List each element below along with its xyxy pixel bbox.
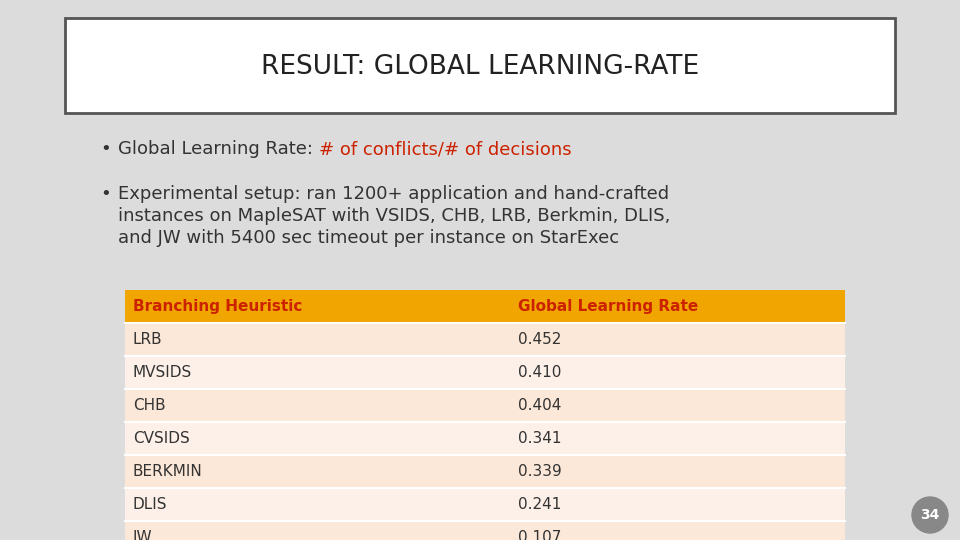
FancyBboxPatch shape [65, 18, 895, 113]
FancyBboxPatch shape [125, 521, 845, 540]
FancyBboxPatch shape [125, 290, 845, 323]
Text: # of conflicts/# of decisions: # of conflicts/# of decisions [319, 140, 571, 158]
Text: Experimental setup: ran 1200+ application and hand-crafted: Experimental setup: ran 1200+ applicatio… [118, 185, 669, 203]
Text: MVSIDS: MVSIDS [133, 365, 192, 380]
FancyBboxPatch shape [125, 356, 845, 389]
Text: •: • [100, 185, 110, 203]
Text: RESULT: GLOBAL LEARNING-RATE: RESULT: GLOBAL LEARNING-RATE [261, 54, 699, 80]
Text: 0.241: 0.241 [518, 497, 562, 512]
Text: Global Learning Rate:: Global Learning Rate: [118, 140, 319, 158]
FancyBboxPatch shape [125, 389, 845, 422]
FancyBboxPatch shape [125, 323, 845, 356]
Text: LRB: LRB [133, 332, 162, 347]
Text: JW: JW [133, 530, 153, 540]
Text: and JW with 5400 sec timeout per instance on StarExec: and JW with 5400 sec timeout per instanc… [118, 229, 619, 247]
FancyBboxPatch shape [125, 488, 845, 521]
Text: 0.452: 0.452 [518, 332, 562, 347]
Text: DLIS: DLIS [133, 497, 167, 512]
Text: •: • [100, 140, 110, 158]
Text: 0.339: 0.339 [518, 464, 562, 479]
Text: Branching Heuristic: Branching Heuristic [133, 299, 302, 314]
FancyBboxPatch shape [125, 455, 845, 488]
Text: instances on MapleSAT with VSIDS, CHB, LRB, Berkmin, DLIS,: instances on MapleSAT with VSIDS, CHB, L… [118, 207, 670, 225]
Text: CHB: CHB [133, 398, 166, 413]
Text: CVSIDS: CVSIDS [133, 431, 190, 446]
FancyBboxPatch shape [125, 422, 845, 455]
Text: 0.410: 0.410 [518, 365, 562, 380]
Text: 0.404: 0.404 [518, 398, 562, 413]
Text: 0.341: 0.341 [518, 431, 562, 446]
Text: 0.107: 0.107 [518, 530, 562, 540]
Text: 34: 34 [921, 508, 940, 522]
Text: BERKMIN: BERKMIN [133, 464, 203, 479]
Text: Global Learning Rate: Global Learning Rate [518, 299, 698, 314]
Circle shape [912, 497, 948, 533]
